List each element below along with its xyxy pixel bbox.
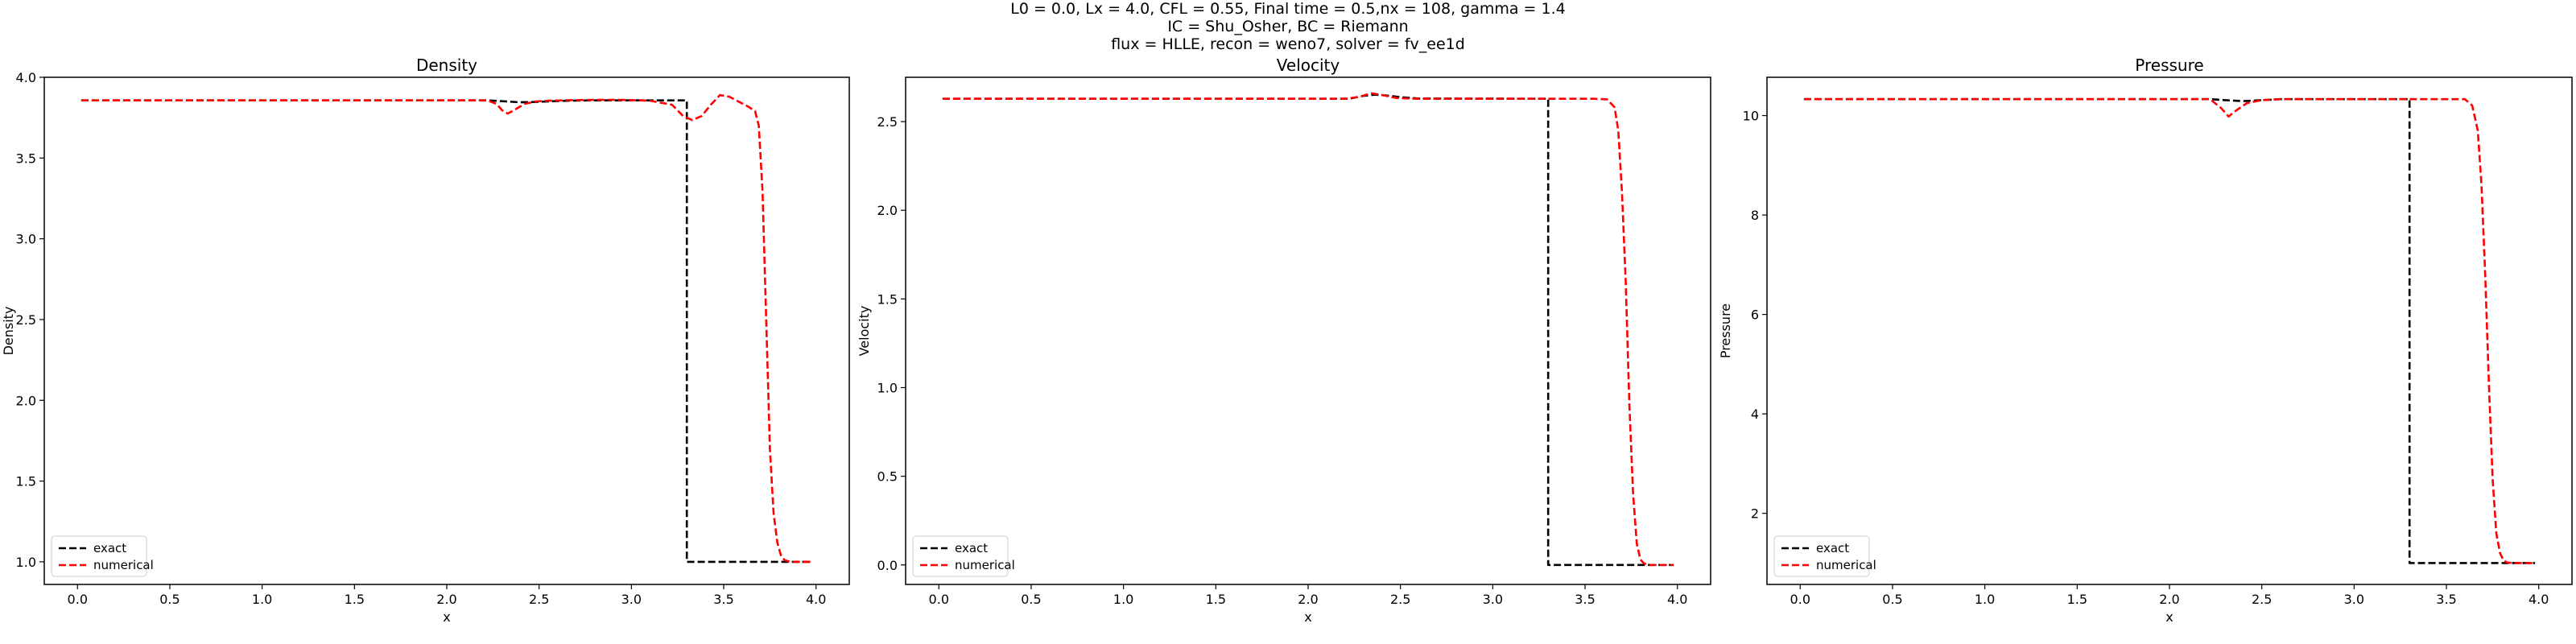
density-xtick-label: 0.0 (68, 592, 88, 607)
pressure-title: Pressure (2135, 56, 2203, 75)
velocity-series-numerical (942, 92, 1674, 567)
pressure-ytick-label: 6 (1751, 308, 1759, 323)
velocity-xtick-label: 0.0 (929, 592, 949, 607)
density-xtick-label: 1.5 (345, 592, 365, 607)
density-ytick-label: 2.5 (16, 312, 36, 328)
velocity-ytick-label: 0.5 (877, 469, 898, 485)
velocity-xtick-label: 0.5 (1021, 592, 1041, 607)
velocity-title: Velocity (1277, 56, 1340, 75)
velocity-xtick-label: 1.0 (1113, 592, 1133, 607)
pressure-xtick-label: 1.0 (1975, 592, 1995, 607)
density-xtick-label: 2.5 (529, 592, 549, 607)
density-ytick-label: 3.5 (16, 151, 36, 166)
density-ytick-label: 3.0 (16, 232, 36, 247)
pressure-axes-frame (1766, 76, 2573, 585)
pressure-xtick-label: 0.5 (1882, 592, 1902, 607)
velocity-xtick-label: 4.0 (1667, 592, 1687, 607)
density-series-exact (80, 99, 813, 564)
density-xtick-label: 4.0 (806, 592, 826, 607)
density-title: Density (416, 56, 477, 75)
density-legend-label-exact: exact (93, 541, 126, 555)
density-ytick-label: 2.0 (16, 393, 36, 408)
velocity-legend: exact numerical (912, 535, 1015, 577)
density-ytick-label: 1.5 (16, 474, 36, 489)
velocity-ytick-label: 0.0 (877, 558, 898, 573)
velocity-legend-label-numerical: numerical (955, 558, 1015, 572)
density-axes-frame (43, 76, 850, 585)
density-xtick-label: 3.0 (621, 592, 642, 607)
density-ytick-label: 4.0 (16, 70, 36, 85)
pressure-xtick-label: 1.5 (2067, 592, 2087, 607)
pressure-ytick-label: 10 (1743, 109, 1759, 124)
suptitle-line-1: L0 = 0.0, Lx = 4.0, CFL = 0.55, Final ti… (1010, 0, 1566, 18)
velocity-xtick-label: 1.5 (1206, 592, 1226, 607)
velocity-xtick-label: 2.5 (1390, 592, 1410, 607)
pressure-xtick-label: 3.0 (2344, 592, 2364, 607)
pressure-legend-box (1773, 535, 1870, 577)
velocity-legend-label-exact: exact (955, 541, 988, 555)
density-ytick-label: 1.0 (16, 555, 36, 570)
pressure-xtick-label: 2.5 (2252, 592, 2272, 607)
density-xtick-label: 0.5 (159, 592, 180, 607)
velocity-ytick-label: 2.5 (877, 114, 898, 130)
pressure-legend: exact numerical (1773, 535, 1876, 577)
pressure-xtick-label: 2.0 (2159, 592, 2179, 607)
density-xlabel: x (443, 609, 450, 625)
velocity-ylabel: Velocity (857, 306, 872, 357)
velocity-xtick-label: 3.5 (1575, 592, 1595, 607)
pressure-series-numerical (1803, 97, 2536, 564)
pressure-series-exact (1803, 97, 2536, 564)
velocity-ytick-label: 1.5 (877, 291, 898, 307)
figure-suptitle: L0 = 0.0, Lx = 4.0, CFL = 0.55, Final ti… (0, 0, 2576, 53)
pressure-ytick-label: 2 (1751, 506, 1759, 522)
pressure-ytick-label: 4 (1751, 407, 1759, 422)
velocity-xtick-label: 3.0 (1483, 592, 1503, 607)
density-series-numerical (80, 93, 813, 564)
density-chart: Density 0.0 0.5 1.0 1.5 2.0 2.5 3.0 3.5 4.0 1.0 1.5… (1, 56, 850, 625)
pressure-plot-area (1767, 77, 2572, 584)
density-xtick-label: 2.0 (436, 592, 456, 607)
pressure-xlabel: x (2165, 609, 2173, 625)
velocity-chart: Velocity 0.0 0.5 1.0 1.5 2.0 2.5 3.0 3.5 4.0 0.0 0.… (857, 56, 1711, 625)
pressure-ytick-label: 8 (1751, 208, 1759, 223)
velocity-legend-box (912, 535, 1009, 577)
suptitle-line-2: IC = Shu_Osher, BC = Riemann (1167, 18, 1409, 35)
pressure-xtick-label: 4.0 (2529, 592, 2549, 607)
velocity-xlabel: x (1304, 609, 1311, 625)
velocity-ytick-label: 1.0 (877, 380, 898, 395)
velocity-ytick-label: 2.0 (877, 203, 898, 218)
pressure-chart: Pressure 0.0 0.5 1.0 1.5 2.0 2.5 3.0 3.5 4.0 2 4 6 8 1… (1718, 56, 2573, 625)
velocity-plot-area (906, 77, 1711, 584)
density-legend-label-numerical: numerical (93, 558, 154, 572)
pressure-xtick-label: 3.5 (2436, 592, 2456, 607)
density-legend-box (51, 535, 147, 577)
suptitle-line-3: flux = HLLE, recon = weno7, solver = fv_… (1111, 35, 1465, 53)
pressure-xtick-label: 0.0 (1790, 592, 1810, 607)
pressure-legend-label-exact: exact (1816, 541, 1849, 555)
density-ylabel: Density (1, 307, 16, 356)
density-plot-area (44, 77, 849, 584)
velocity-axes-frame (905, 76, 1711, 585)
density-xtick-label: 3.5 (713, 592, 733, 607)
velocity-xtick-label: 2.0 (1298, 592, 1318, 607)
pressure-legend-label-numerical: numerical (1816, 558, 1876, 572)
density-legend: exact numerical (51, 535, 154, 577)
pressure-ylabel: Pressure (1718, 303, 1733, 358)
density-xtick-label: 1.0 (252, 592, 272, 607)
